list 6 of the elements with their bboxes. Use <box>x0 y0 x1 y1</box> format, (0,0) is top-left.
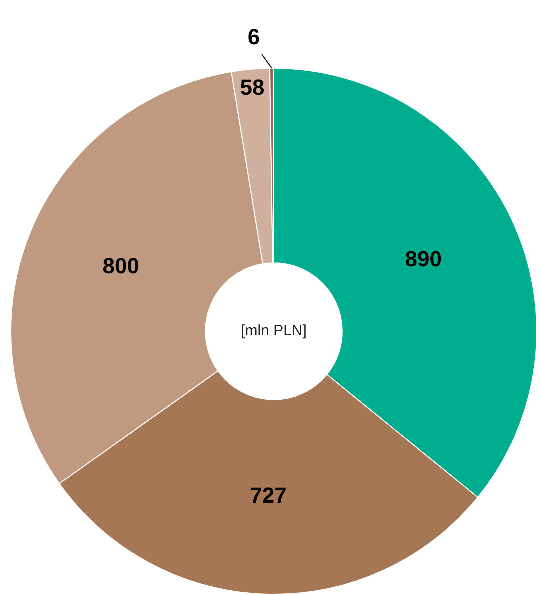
data-label: 6 <box>248 24 260 50</box>
data-label: 727 <box>250 483 287 508</box>
text: [mln PLN] <box>241 322 307 340</box>
data-label: 58 <box>240 74 265 100</box>
data-label: 890 <box>405 246 442 272</box>
data-label: 800 <box>102 254 140 279</box>
